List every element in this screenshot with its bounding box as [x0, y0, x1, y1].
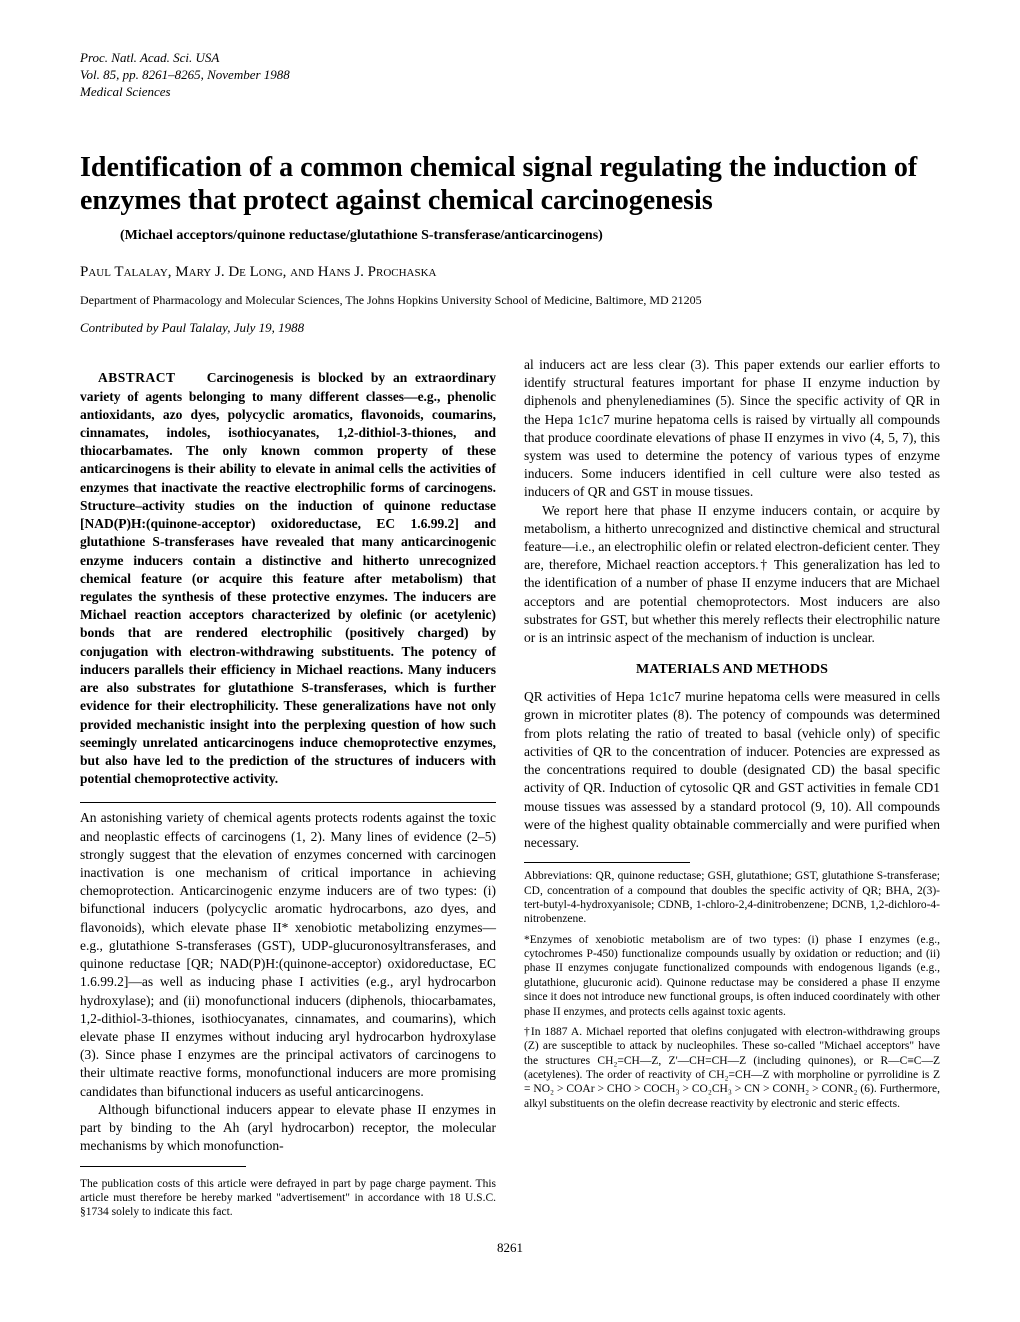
- footnote-rule: [524, 862, 690, 863]
- abstract-text: ABSTRACT Carcinogenesis is blocked by an…: [80, 369, 496, 788]
- page-number: 8261: [80, 1240, 940, 1256]
- article-title: Identification of a common chemical sign…: [80, 151, 940, 218]
- contributed-line: Contributed by Paul Talalay, July 19, 19…: [80, 320, 940, 336]
- footnote-dagger: †In 1887 A. Michael reported that olefin…: [524, 1025, 940, 1111]
- body-paragraph: We report here that phase II enzyme indu…: [524, 502, 940, 648]
- article-subtitle: (Michael acceptors/quinone reductase/glu…: [120, 228, 940, 244]
- intro-paragraph: Although bifunctional inducers appear to…: [80, 1101, 496, 1156]
- abbreviations-note: Abbreviations: QR, quinone reductase; GS…: [524, 869, 940, 927]
- abstract-rule: [80, 802, 496, 803]
- abstract-label: ABSTRACT: [98, 370, 176, 385]
- journal-header: Proc. Natl. Acad. Sci. USA Vol. 85, pp. …: [80, 50, 940, 101]
- footnote-star: *Enzymes of xenobiotic metabolism are of…: [524, 933, 940, 1019]
- publication-cost-note: The publication costs of this article we…: [80, 1177, 496, 1220]
- section-heading-methods: MATERIALS AND METHODS: [524, 661, 940, 680]
- right-column: al inducers act are less clear (3). This…: [524, 356, 940, 1220]
- abstract-block: ABSTRACT Carcinogenesis is blocked by an…: [80, 369, 496, 788]
- authors: Paul Talalay, Mary J. De Long, and Hans …: [80, 264, 940, 281]
- affiliation: Department of Pharmacology and Molecular…: [80, 293, 940, 308]
- page-container: Proc. Natl. Acad. Sci. USA Vol. 85, pp. …: [0, 0, 1020, 1296]
- journal-line: Vol. 85, pp. 8261–8265, November 1988: [80, 67, 940, 84]
- two-column-body: ABSTRACT Carcinogenesis is blocked by an…: [80, 356, 940, 1220]
- body-paragraph: al inducers act are less clear (3). This…: [524, 356, 940, 502]
- journal-line: Proc. Natl. Acad. Sci. USA: [80, 50, 940, 67]
- left-column: ABSTRACT Carcinogenesis is blocked by an…: [80, 356, 496, 1220]
- journal-line: Medical Sciences: [80, 84, 940, 101]
- abstract-body: Carcinogenesis is blocked by an extraord…: [80, 370, 496, 786]
- intro-paragraph: An astonishing variety of chemical agent…: [80, 809, 496, 1101]
- methods-paragraph: QR activities of Hepa 1c1c7 murine hepat…: [524, 688, 940, 852]
- footnote-rule: [80, 1166, 246, 1167]
